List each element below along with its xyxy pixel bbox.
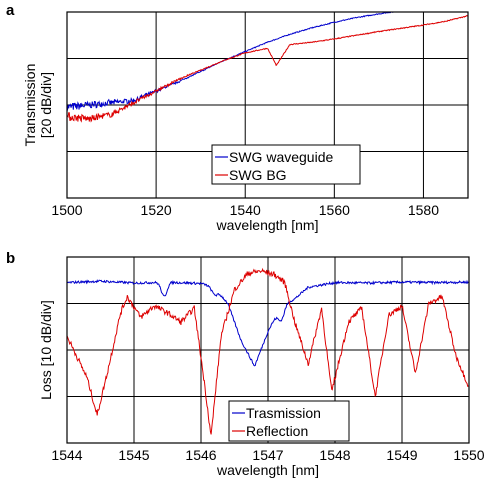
x-tick-label: 1560	[319, 202, 350, 218]
series-line-blue	[67, 279, 469, 367]
chart-b: 1544 1545 1546 1547 1548 1549 1550 wavelength […	[38, 256, 485, 478]
panel-label-a: a	[6, 2, 15, 19]
series-line-red	[67, 15, 468, 123]
legend-entry: SWG BG	[229, 167, 287, 183]
x-axis-label: wavelength [nm]	[216, 217, 319, 233]
plot-frame	[66, 11, 469, 199]
x-tick-label: 1540	[230, 202, 261, 218]
plot-frame	[66, 256, 470, 444]
panel-label-b: b	[6, 250, 15, 267]
x-tick-label: 1550	[453, 447, 484, 463]
legend-box	[228, 400, 350, 442]
legend-entry: Reflection	[246, 423, 308, 439]
x-tick-label: 1520	[141, 202, 172, 218]
y-axis-label: Loss [10 dB/div]	[38, 300, 54, 400]
legend-entry: SWG waveguide	[229, 149, 333, 165]
x-tick-label: 1544	[51, 447, 82, 463]
x-tick-label: 1580	[408, 202, 439, 218]
x-tick-label: 1549	[386, 447, 417, 463]
legend-entry: Trasmission	[246, 405, 321, 421]
x-tick-label: 1546	[185, 447, 216, 463]
series-line-red	[67, 267, 469, 435]
legend-box	[211, 144, 361, 185]
x-tick-label: 1545	[118, 447, 149, 463]
x-tick-label: 1500	[51, 202, 82, 218]
y-axis-label: Transmission	[22, 64, 38, 147]
y-axis-label-unit: [20 dB/div]	[38, 72, 54, 138]
chart-a: 1500 1520 1540 1560 1580 wavelength [nm] Trans…	[22, 11, 469, 233]
series-line-blue	[67, 12, 398, 112]
x-tick-label: 1547	[252, 447, 283, 463]
x-tick-label: 1548	[319, 447, 350, 463]
x-axis-label: wavelength [nm]	[216, 462, 319, 478]
